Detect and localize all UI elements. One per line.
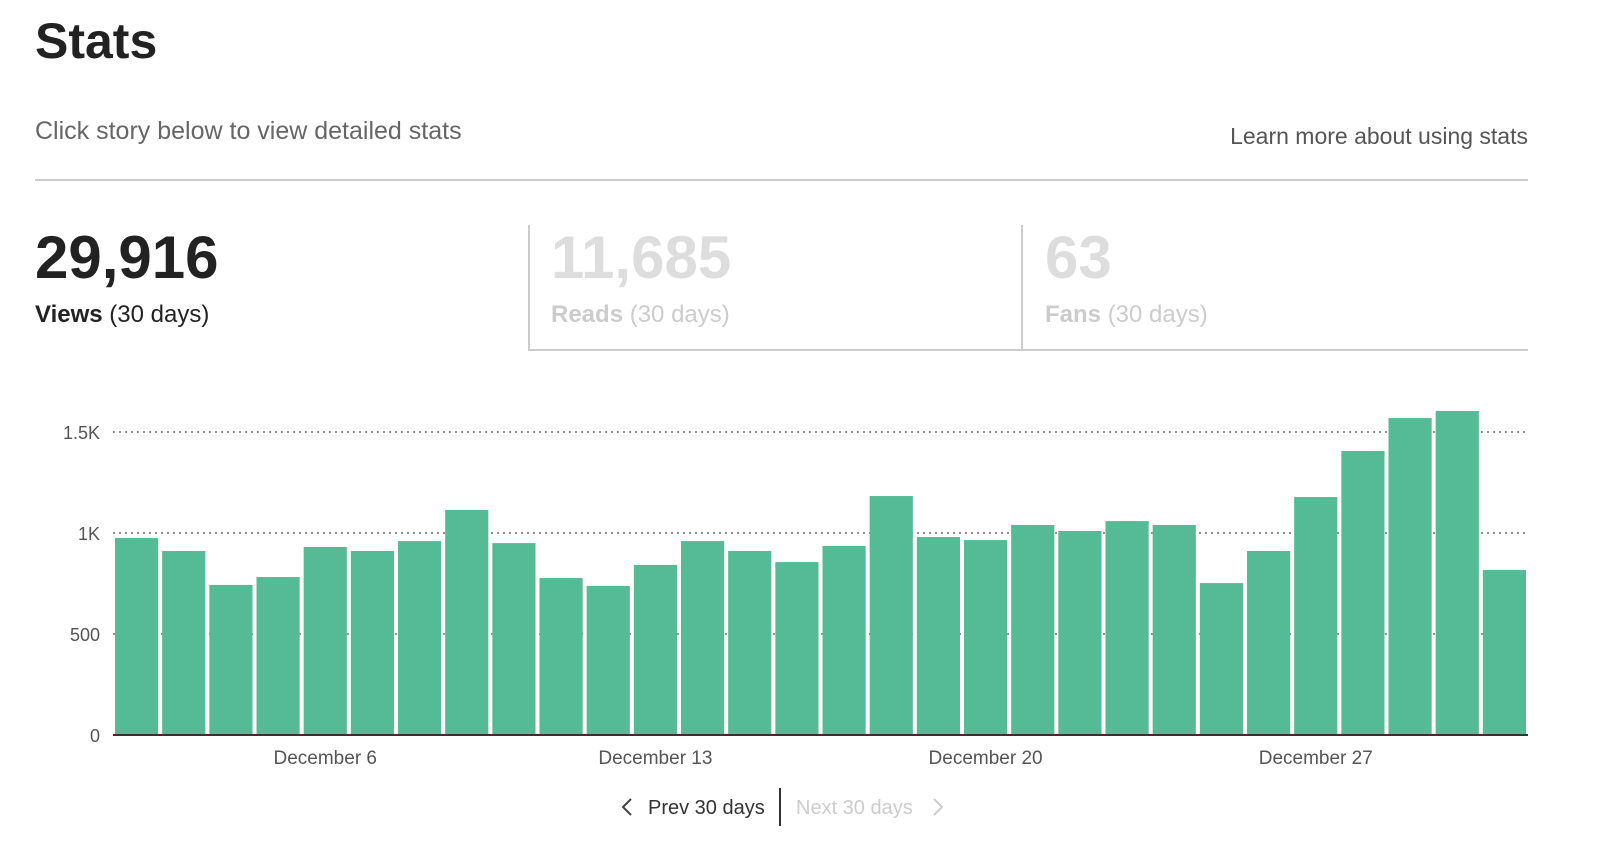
- x-tick-label: December 20: [929, 748, 1043, 769]
- bar: [303, 546, 347, 735]
- bar: [869, 496, 913, 735]
- bar: [1294, 497, 1338, 735]
- stat-value: 29,916: [35, 224, 219, 291]
- chevron-left: [621, 798, 632, 816]
- next-label: Next 30 days: [796, 797, 913, 819]
- stat-tab[interactable]: 11,685 Reads (30 days): [551, 224, 731, 328]
- subtitle: Click story below to view detailed stats: [35, 117, 462, 145]
- stat-period: (30 days): [630, 301, 730, 328]
- x-tick-label: December 27: [1259, 748, 1373, 769]
- bar: [1341, 450, 1385, 735]
- bar: [1247, 550, 1291, 735]
- bar: [964, 540, 1008, 735]
- bar: [1199, 583, 1243, 735]
- y-tick-label: 500: [70, 625, 100, 645]
- page-title: Stats: [35, 13, 157, 69]
- stat-name: Reads: [551, 301, 623, 328]
- y-tick-label: 1.5K: [63, 423, 100, 443]
- bar: [492, 543, 536, 735]
- bar: [1435, 410, 1479, 735]
- y-tick-label: 1K: [78, 524, 100, 544]
- stat-tab[interactable]: 63 Fans (30 days): [1045, 224, 1208, 328]
- x-tick-label: December 6: [274, 748, 378, 769]
- stat-period: (30 days): [1108, 301, 1208, 328]
- bar: [209, 584, 253, 735]
- bar: [1105, 521, 1149, 735]
- bar: [728, 550, 772, 735]
- chart: 0 500 1K 1.5K December 6 December 13 December …: [63, 410, 1528, 769]
- stat-name: Fans: [1045, 301, 1101, 328]
- bar: [1152, 524, 1196, 735]
- bar: [1011, 524, 1055, 735]
- bar: [256, 577, 300, 735]
- bar: [586, 585, 630, 735]
- bar: [1482, 569, 1526, 735]
- x-tick-label: December 13: [598, 748, 712, 769]
- bar: [1058, 530, 1102, 735]
- next-button[interactable]: Next 30 days: [796, 797, 944, 819]
- bar: [398, 541, 442, 735]
- y-tick-label: 0: [90, 726, 100, 746]
- stat-period: (30 days): [109, 301, 209, 328]
- prev-button[interactable]: Prev 30 days: [621, 797, 765, 819]
- stat-label: Views (30 days): [35, 301, 209, 328]
- bar: [775, 562, 819, 735]
- stat-name: Views: [35, 301, 103, 328]
- bar: [539, 578, 583, 735]
- bar: [162, 550, 206, 735]
- bar: [350, 550, 394, 735]
- chevron-right: [933, 798, 944, 816]
- stat-label: Reads (30 days): [551, 301, 730, 328]
- bar: [633, 564, 677, 735]
- bar: [916, 537, 960, 735]
- bar: [681, 541, 725, 735]
- stat-value: 11,685: [551, 224, 731, 291]
- bar: [1388, 418, 1432, 735]
- stat-tab[interactable]: 29,916 Views (30 days): [35, 224, 219, 328]
- bar: [822, 545, 866, 735]
- bar: [115, 538, 159, 735]
- bar: [445, 509, 489, 735]
- help-link[interactable]: Learn more about using stats: [1230, 123, 1528, 149]
- stat-value: 63: [1045, 224, 1112, 291]
- tab-border: [528, 225, 1528, 351]
- prev-label: Prev 30 days: [648, 797, 765, 819]
- stat-label: Fans (30 days): [1045, 301, 1208, 328]
